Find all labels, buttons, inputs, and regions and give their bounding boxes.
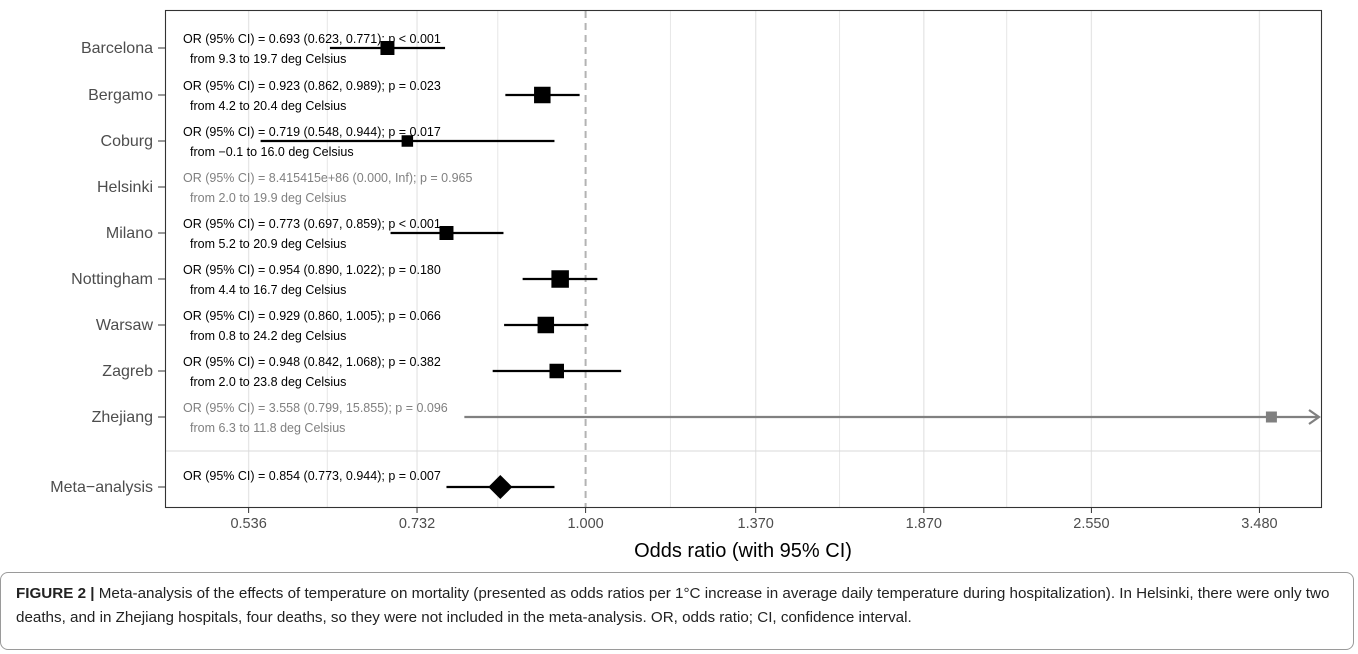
caption-frame <box>0 572 1354 650</box>
annotation-range-barcelona: from 9.3 to 19.7 deg Celsius <box>190 52 346 66</box>
y-tick-label-warsaw: Warsaw <box>96 317 154 334</box>
annotation-or-coburg: OR (95% CI) = 0.719 (0.548, 0.944); p = … <box>183 125 441 139</box>
forest-plot: OR (95% CI) = 0.693 (0.623, 0.771); p < … <box>50 9 1323 562</box>
x-tick-label: 2.550 <box>1073 516 1109 532</box>
point-estimate-warsaw <box>537 316 555 334</box>
x-tick-label: 0.732 <box>399 516 435 532</box>
point-estimate-coburg <box>401 135 414 147</box>
x-axis-title: Odds ratio (with 95% CI) <box>634 540 852 562</box>
point-estimate-zagreb <box>549 363 564 379</box>
y-tick-label-helsinki: Helsinki <box>97 179 153 196</box>
figure-caption: FIGURE 2 | Meta-analysis of the effects … <box>16 582 1341 630</box>
y-tick-label-zhejiang: Zhejiang <box>92 409 153 426</box>
annotation-or-zagreb: OR (95% CI) = 0.948 (0.842, 1.068); p = … <box>183 355 441 369</box>
annotation-or-zhejiang: OR (95% CI) = 3.558 (0.799, 15.855); p =… <box>183 401 448 415</box>
y-tick-label-barcelona: Barcelona <box>81 40 153 57</box>
point-estimate-zhejiang <box>1265 411 1277 423</box>
x-tick-label: 1.370 <box>738 516 774 532</box>
y-tick-label-meta-analysis: Meta−analysis <box>50 479 153 496</box>
annotation-or-barcelona: OR (95% CI) = 0.693 (0.623, 0.771); p < … <box>183 32 441 46</box>
annotation-or-meta-analysis: OR (95% CI) = 0.854 (0.773, 0.944); p = … <box>183 469 441 483</box>
x-tick-label: 1.870 <box>906 516 942 532</box>
y-tick-label-milano: Milano <box>106 225 153 242</box>
ci-arrow-zhejiang <box>1308 409 1321 425</box>
point-estimate-bergamo <box>534 86 551 104</box>
row-annotations: OR (95% CI) = 0.693 (0.623, 0.771); p < … <box>183 32 472 483</box>
point-estimate-milano <box>439 226 454 240</box>
y-tick-label-coburg: Coburg <box>101 133 153 150</box>
point-estimate-barcelona <box>380 41 395 55</box>
y-tick-label-bergamo: Bergamo <box>88 87 153 104</box>
x-tick-label: 0.536 <box>230 516 266 532</box>
figure-label: FIGURE 2 | <box>16 585 95 602</box>
grid-lines <box>247 11 1261 507</box>
annotation-range-bergamo: from 4.2 to 20.4 deg Celsius <box>190 99 346 113</box>
y-tick-label-nottingham: Nottingham <box>71 271 153 288</box>
y-tick-label-zagreb: Zagreb <box>102 363 153 380</box>
annotation-range-nottingham: from 4.4 to 16.7 deg Celsius <box>190 283 346 297</box>
point-estimate-nottingham <box>551 270 569 288</box>
annotation-or-bergamo: OR (95% CI) = 0.923 (0.862, 0.989); p = … <box>183 79 441 93</box>
caption-text: Meta-analysis of the effects of temperat… <box>16 585 1330 626</box>
x-axis: 0.536 0.732 1.000 1.370 1.870 2.550 3.480 <box>230 507 1278 532</box>
x-tick-label: 3.480 <box>1241 516 1277 532</box>
annotation-range-helsinki: from 2.0 to 19.9 deg Celsius <box>190 191 346 205</box>
annotation-range-coburg: from −0.1 to 16.0 deg Celsius <box>190 145 354 159</box>
annotation-range-zhejiang: from 6.3 to 11.8 deg Celsius <box>190 421 345 435</box>
y-axis: Barcelona Bergamo Coburg Helsinki Milano Nott… <box>50 40 165 496</box>
annotation-or-nottingham: OR (95% CI) = 0.954 (0.890, 1.022); p = … <box>183 263 441 277</box>
annotation-range-warsaw: from 0.8 to 24.2 deg Celsius <box>190 329 346 343</box>
plot-panel-border <box>164 9 1323 509</box>
annotation-range-milano: from 5.2 to 20.9 deg Celsius <box>190 237 346 251</box>
annotation-or-warsaw: OR (95% CI) = 0.929 (0.860, 1.005); p = … <box>183 309 441 323</box>
annotation-or-milano: OR (95% CI) = 0.773 (0.697, 0.859); p < … <box>183 217 441 231</box>
diamond-meta-analysis <box>488 475 513 499</box>
x-tick-label: 1.000 <box>567 516 603 532</box>
data-marks <box>260 41 1321 499</box>
annotation-or-helsinki: OR (95% CI) = 8.415415e+86 (0.000, Inf);… <box>183 171 472 185</box>
annotation-range-zagreb: from 2.0 to 23.8 deg Celsius <box>190 375 346 389</box>
